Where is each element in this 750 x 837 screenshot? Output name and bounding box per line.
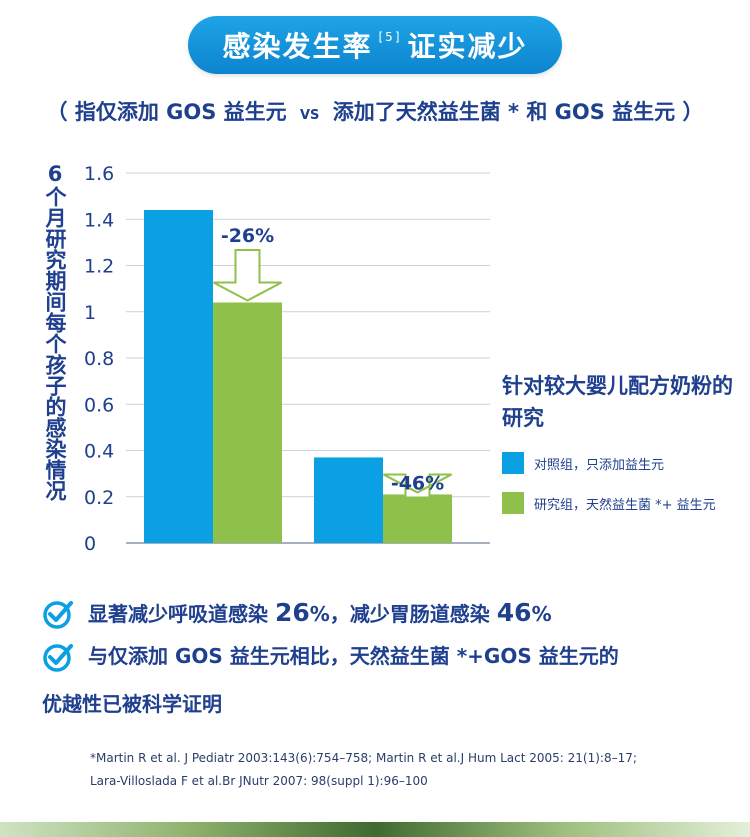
y-tick-label: 1.2 — [84, 256, 114, 278]
legend-swatch-study — [502, 492, 524, 514]
legend-swatch-control — [502, 452, 524, 474]
reduction-label: -46% — [391, 472, 444, 494]
references: *Martin R et al. J Pediatr 2003:143(6):7… — [90, 747, 730, 793]
chart-legend: 针对较大婴儿配方奶粉的研究 对照组，只添加益生元 研究组，天然益生菌 *+ 益生… — [502, 370, 742, 514]
bullet1-text-a: 显著减少呼吸道感染 — [88, 602, 275, 626]
subtitle: （ 指仅添加 GOS 益生元 VS 添加了天然益生菌 * 和 GOS 益生元 ） — [0, 96, 750, 126]
bullet1-number-a: 26 — [274, 598, 310, 627]
y-axis-label: 6个月研究期间每个孩子的感染情况 — [43, 162, 67, 501]
y-tick-label: 0.6 — [84, 394, 114, 416]
bullet1-percent-a: %， — [309, 602, 350, 626]
bullet-list: 显著减少呼吸道感染 26%，减少胃肠道感染 46% 与仅添加 GOS 益生元相比… — [42, 592, 722, 725]
y-tick-label: 0 — [84, 533, 96, 555]
check-circle-icon — [43, 644, 73, 672]
check-circle-icon — [43, 601, 73, 629]
y-tick-label: 0.8 — [84, 348, 114, 370]
y-tick-label: 1 — [84, 302, 96, 324]
bullet-item-2: 与仅添加 GOS 益生元相比，天然益生菌 *+GOS 益生元的 优越性已被科学证… — [42, 635, 722, 725]
bar-control — [314, 457, 383, 543]
bullet1-number-b: 46 — [496, 598, 532, 627]
y-tick-label: 1.6 — [84, 163, 114, 185]
subtitle-close: 添加了天然益生菌 * 和 GOS 益生元 ） — [332, 100, 704, 124]
y-tick-label: 0.4 — [84, 441, 114, 463]
legend-item-control: 对照组，只添加益生元 — [502, 452, 742, 474]
y-tick-label: 1.4 — [84, 209, 114, 231]
bullet2-line2: 优越性已被科学证明 — [42, 692, 222, 716]
title-banner: 感染发生率 [5] 证实减少 — [188, 16, 562, 74]
bullet-item-1: 显著减少呼吸道感染 26%，减少胃肠道感染 46% — [42, 592, 722, 635]
bar-chart: 0 0.2 0.4 0.6 0.8 1 1.2 1.4 1.6 -26% -46% — [84, 163, 490, 555]
decorative-footer-image — [0, 822, 750, 837]
reference-line-1: *Martin R et al. J Pediatr 2003:143(6):7… — [90, 751, 637, 765]
bullet1-text-b: 减少胃肠道感染 — [349, 602, 497, 626]
bar-study — [383, 494, 452, 543]
subtitle-vs: VS — [299, 108, 320, 123]
bar-study — [213, 302, 282, 543]
y-tick-label: 0.2 — [84, 487, 114, 509]
legend-title: 针对较大婴儿配方奶粉的研究 — [502, 374, 733, 430]
title-text-after: 证实减少 — [407, 30, 528, 63]
legend-label-study: 研究组，天然益生菌 *+ 益生元 — [534, 497, 716, 513]
title-text-before: 感染发生率 — [222, 30, 373, 63]
legend-label-control: 对照组，只添加益生元 — [534, 457, 665, 473]
reduction-label: -26% — [221, 225, 274, 247]
bullet1-percent-b: % — [531, 602, 552, 626]
reduction-arrow-icon — [383, 473, 452, 499]
legend-item-study: 研究组，天然益生菌 *+ 益生元 — [502, 492, 742, 514]
title-reference: [5] — [378, 30, 402, 44]
subtitle-open: （ 指仅添加 GOS 益生元 — [46, 100, 287, 124]
reference-line-2: Lara-Villoslada F et al.Br JNutr 2007: 9… — [90, 774, 428, 788]
reduction-arrow-icon — [213, 249, 282, 302]
bullet2-line1: 与仅添加 GOS 益生元相比，天然益生菌 *+GOS 益生元的 — [88, 644, 619, 668]
bar-control — [144, 210, 213, 543]
